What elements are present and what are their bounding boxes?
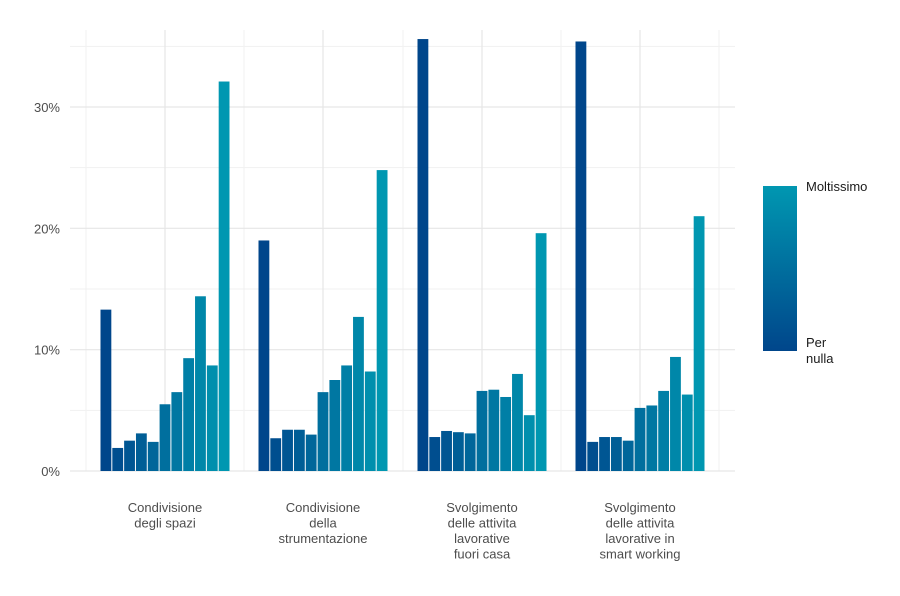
x-axis: Condivisione degli spazi Condivisione della… <box>128 500 681 562</box>
legend-color-bar <box>763 186 797 351</box>
bar <box>218 81 230 472</box>
bar <box>417 39 429 471</box>
bar <box>693 216 705 471</box>
bar <box>452 432 464 471</box>
y-axis: 0% 10% 20% 30% <box>34 100 60 479</box>
y-tick-label: 30% <box>34 100 60 115</box>
bar <box>317 392 329 471</box>
bar <box>681 394 693 471</box>
grid-minor-lines <box>70 30 735 471</box>
bar <box>258 240 270 471</box>
bars <box>100 39 705 472</box>
x-tick-label: Svolgimento delle attivita lavorative fuori… <box>446 500 518 562</box>
bar <box>282 429 293 471</box>
bar <box>159 404 171 471</box>
bar <box>500 396 512 471</box>
bar <box>100 309 112 471</box>
bar <box>124 440 135 471</box>
bar <box>171 392 183 471</box>
bar <box>587 441 599 471</box>
legend-low-label: Per nulla <box>806 335 834 366</box>
x-tick-label: Condivisione degli spazi <box>128 500 202 531</box>
bar <box>293 429 305 471</box>
bar <box>634 407 646 471</box>
bar <box>670 356 681 471</box>
bar <box>535 233 547 471</box>
legend: Moltissimo Per nulla <box>763 179 867 366</box>
y-tick-label: 10% <box>34 343 60 358</box>
bar <box>329 380 341 471</box>
bar <box>341 365 353 471</box>
bar <box>195 296 206 471</box>
bar <box>364 371 376 471</box>
bar <box>429 437 441 471</box>
bar <box>206 365 218 471</box>
bar <box>147 441 159 471</box>
bar <box>610 437 622 471</box>
bar <box>353 316 364 471</box>
bar <box>622 440 634 471</box>
bar <box>523 415 535 471</box>
bar <box>305 434 317 471</box>
bar <box>575 41 587 471</box>
bar <box>112 447 124 471</box>
y-tick-label: 20% <box>34 221 60 236</box>
bar <box>464 433 476 471</box>
bar <box>476 390 488 471</box>
bar <box>135 433 147 471</box>
bar <box>646 405 658 471</box>
x-tick-label: Condivisione della strumentazione <box>279 500 368 546</box>
legend-high-label: Moltissimo <box>806 179 867 194</box>
y-tick-label: 0% <box>41 464 60 479</box>
bar <box>183 358 195 471</box>
bar <box>441 430 452 471</box>
bar <box>270 438 282 471</box>
bar <box>599 437 610 471</box>
bar <box>512 373 523 471</box>
x-tick-label: Svolgimento delle attivita lavorative in sm… <box>600 500 681 562</box>
bar <box>488 389 500 471</box>
bar <box>376 170 388 472</box>
bar <box>658 390 670 471</box>
